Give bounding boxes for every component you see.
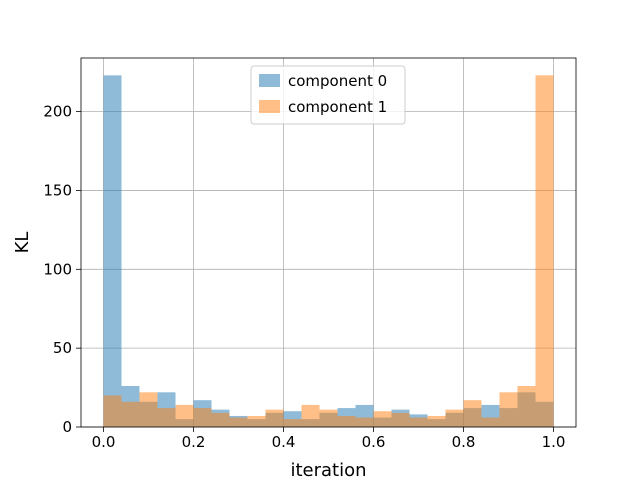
bar-series1-bin9 xyxy=(265,409,284,427)
bar-series1-bin10 xyxy=(283,419,302,427)
bar-series1-bin14 xyxy=(355,417,374,427)
plot-frame xyxy=(80,57,577,428)
bar-series1-bin22 xyxy=(499,392,518,427)
legend-frame xyxy=(250,65,406,125)
y-axis-label: KL xyxy=(12,232,33,254)
legend-swatch-0 xyxy=(259,74,280,87)
bar-series1-bin21 xyxy=(481,417,500,427)
bar-series1-bin17 xyxy=(409,417,428,427)
x-tick-label-0: 0.0 xyxy=(92,433,116,451)
x-tick-label-2: 0.4 xyxy=(272,433,296,451)
legend: component 0 component 1 xyxy=(250,65,406,125)
series-0-bars xyxy=(103,75,554,427)
bar-series1-bin6 xyxy=(211,412,230,427)
bar-series1-bin8 xyxy=(247,415,266,427)
x-tick-label-5: 1.0 xyxy=(542,433,566,451)
bar-series1-bin4 xyxy=(175,404,194,427)
bar-series0-bin0 xyxy=(103,75,122,427)
y-tick-label-3: 150 xyxy=(43,181,72,199)
legend-swatch-1 xyxy=(259,100,280,113)
y-axis-ticks: 0 50 100 150 200 xyxy=(43,103,81,436)
x-tick-label-3: 0.6 xyxy=(362,433,386,451)
x-axis-label: iteration xyxy=(290,460,366,480)
y-tick-label-2: 100 xyxy=(43,260,72,278)
bar-series1-bin12 xyxy=(319,409,338,427)
bar-series1-bin20 xyxy=(463,400,482,427)
bar-series1-bin5 xyxy=(193,408,212,427)
bar-series1-bin11 xyxy=(301,404,320,427)
bar-series1-bin19 xyxy=(445,409,464,427)
histogram-bars xyxy=(103,75,554,427)
x-axis-ticks: 0.0 0.2 0.4 0.6 0.8 1.0 xyxy=(92,427,566,451)
legend-label-0: component 0 xyxy=(288,72,387,90)
bar-series1-bin18 xyxy=(427,415,446,427)
x-tick-label-4: 0.8 xyxy=(452,433,476,451)
bar-series1-bin2 xyxy=(139,392,158,427)
bar-series1-bin7 xyxy=(229,417,248,427)
bar-series1-bin15 xyxy=(373,411,392,427)
bar-series1-bin0 xyxy=(103,395,122,427)
legend-label-1: component 1 xyxy=(288,98,387,116)
y-tick-label-0: 0 xyxy=(62,418,72,436)
bar-series1-bin3 xyxy=(157,408,176,427)
bar-series1-bin1 xyxy=(121,401,140,427)
y-tick-label-4: 200 xyxy=(43,103,72,121)
bar-series1-bin23 xyxy=(517,386,536,427)
x-tick-label-1: 0.2 xyxy=(182,433,206,451)
bar-series1-bin13 xyxy=(337,415,356,427)
y-tick-label-1: 50 xyxy=(53,339,72,357)
series-1-bars xyxy=(103,75,554,427)
bar-series1-bin24 xyxy=(535,75,554,427)
bar-series1-bin16 xyxy=(391,412,410,427)
